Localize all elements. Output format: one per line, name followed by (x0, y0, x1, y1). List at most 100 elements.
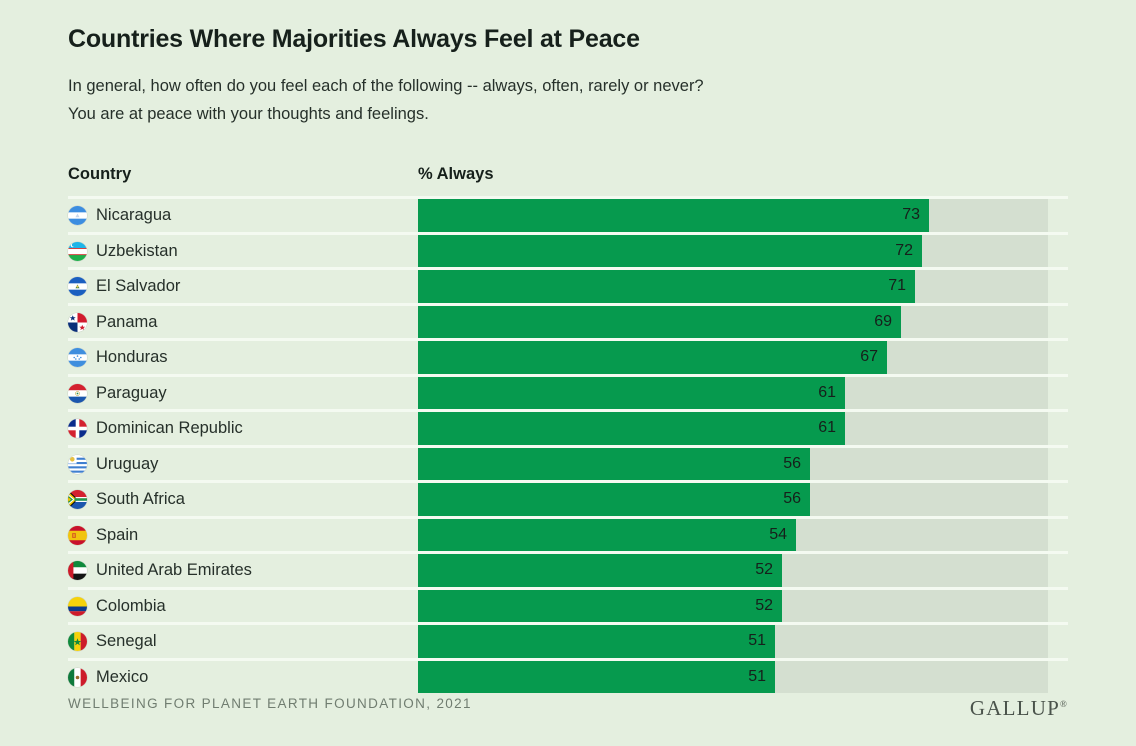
country-name: Uzbekistan (96, 241, 178, 260)
bar: 71 (418, 270, 915, 303)
table-row: Panama 69 (68, 302, 1068, 339)
table-row: Mexico 51 (68, 657, 1068, 694)
column-headers: Country % Always (68, 165, 1068, 193)
country-label-cell: Dominican Republic (68, 412, 243, 445)
bar-chart-rows: Nicaragua 73 Uzbekistan 72 El Salvador 71 Pana… (68, 196, 1068, 694)
table-row: Nicaragua 73 (68, 196, 1068, 232)
country-name: South Africa (96, 490, 185, 509)
bar-value-label: 73 (902, 206, 920, 224)
flag-colombia-icon (68, 596, 87, 616)
bar-track: 52 (418, 554, 1048, 587)
gallup-logo: GALLUP® (970, 692, 1068, 720)
country-name: Honduras (96, 348, 168, 367)
bar: 56 (418, 483, 810, 516)
bar-value-label: 72 (895, 241, 913, 259)
bar: 52 (418, 554, 782, 587)
bar-track: 69 (418, 305, 1048, 339)
bar-value-label: 69 (874, 312, 892, 330)
flag-uruguay-icon (68, 454, 87, 474)
page-title: Countries Where Majorities Always Feel a… (68, 25, 640, 53)
gallup-logo-text: GALLUP (969, 696, 1060, 720)
country-name: Uruguay (96, 454, 159, 473)
country-label-cell: Spain (68, 519, 138, 552)
bar: 56 (418, 447, 810, 481)
country-label-cell: Senegal (68, 625, 157, 658)
flag-paraguay-icon (68, 383, 87, 403)
flag-el-salvador-icon (68, 277, 87, 297)
bar-track: 73 (418, 199, 1048, 232)
country-name: Panama (96, 312, 158, 331)
bar-value-label: 54 (769, 525, 787, 543)
subtitle-line-1: In general, how often do you feel each o… (68, 77, 704, 95)
bar-value-label: 67 (860, 348, 878, 366)
bar-track: 56 (418, 483, 1048, 516)
bar: 51 (418, 660, 775, 694)
table-row: Spain 54 (68, 515, 1068, 552)
country-label-cell: El Salvador (68, 270, 180, 303)
bar-track: 67 (418, 341, 1048, 374)
country-name: Senegal (96, 632, 157, 651)
bar-track: 56 (418, 447, 1048, 481)
country-name: Colombia (96, 596, 166, 615)
country-name: Spain (96, 525, 139, 544)
bar-track: 51 (418, 625, 1048, 658)
table-row: Uruguay 56 (68, 444, 1068, 481)
bar: 61 (418, 376, 845, 410)
flag-uzbekistan-icon (68, 241, 87, 261)
flag-honduras-icon (68, 348, 87, 368)
subtitle-line-2: You are at peace with your thoughts and … (68, 104, 429, 123)
bar: 61 (418, 412, 845, 445)
flag-united-arab-emirates-icon (68, 561, 87, 581)
table-row: Honduras 67 (68, 338, 1068, 374)
bar-track: 71 (418, 270, 1048, 303)
bar: 69 (418, 305, 901, 339)
country-label-cell: Paraguay (68, 377, 167, 410)
table-row: Paraguay 61 (68, 373, 1068, 410)
bar-value-label: 52 (755, 561, 773, 579)
country-name: Mexico (96, 667, 149, 686)
registered-mark-icon: ® (1059, 699, 1068, 709)
table-row: Dominican Republic 61 (68, 409, 1068, 445)
bar-value-label: 61 (818, 383, 836, 401)
table-row: Colombia 52 (68, 586, 1068, 623)
bar: 72 (418, 234, 922, 268)
bar: 67 (418, 341, 887, 374)
table-row: Uzbekistan 72 (68, 231, 1068, 268)
source-note: WELLBEING FOR PLANET EARTH FOUNDATION, 2… (68, 696, 472, 711)
country-name: El Salvador (96, 277, 181, 296)
bar-value-label: 51 (748, 632, 766, 650)
flag-senegal-icon (68, 632, 87, 652)
country-label-cell: Uzbekistan (68, 235, 178, 268)
bar: 52 (418, 589, 782, 623)
country-name: Paraguay (96, 383, 167, 402)
bar-value-label: 71 (888, 277, 906, 295)
country-name: United Arab Emirates (96, 561, 252, 580)
bar-value-label: 61 (818, 419, 836, 437)
flag-nicaragua-icon (68, 206, 87, 226)
bar: 73 (418, 199, 929, 232)
bar-track: 61 (418, 376, 1048, 410)
bar-value-label: 51 (748, 667, 766, 685)
country-label-cell: Honduras (68, 341, 168, 374)
bar: 51 (418, 625, 775, 658)
flag-dominican-republic-icon (68, 419, 87, 439)
bar-value-label: 56 (783, 454, 801, 472)
flag-south-africa-icon (68, 490, 87, 510)
bar-track: 52 (418, 589, 1048, 623)
country-label-cell: Panama (68, 306, 157, 339)
country-label-cell: United Arab Emirates (68, 554, 252, 587)
country-name: Dominican Republic (96, 419, 243, 438)
bar-value-label: 52 (755, 596, 773, 614)
bar: 54 (418, 518, 796, 552)
chart-subtitle: In general, how often do you feel each o… (68, 73, 1068, 128)
flag-spain-icon (68, 525, 87, 545)
bar-track: 61 (418, 412, 1048, 445)
table-row: United Arab Emirates 52 (68, 551, 1068, 587)
country-label-cell: South Africa (68, 483, 185, 516)
bar-track: 51 (418, 660, 1048, 694)
bar-track: 72 (418, 234, 1048, 268)
table-row: Senegal 51 (68, 622, 1068, 658)
bar-track: 54 (418, 518, 1048, 552)
chart-footer: WELLBEING FOR PLANET EARTH FOUNDATION, 2… (68, 692, 1068, 720)
